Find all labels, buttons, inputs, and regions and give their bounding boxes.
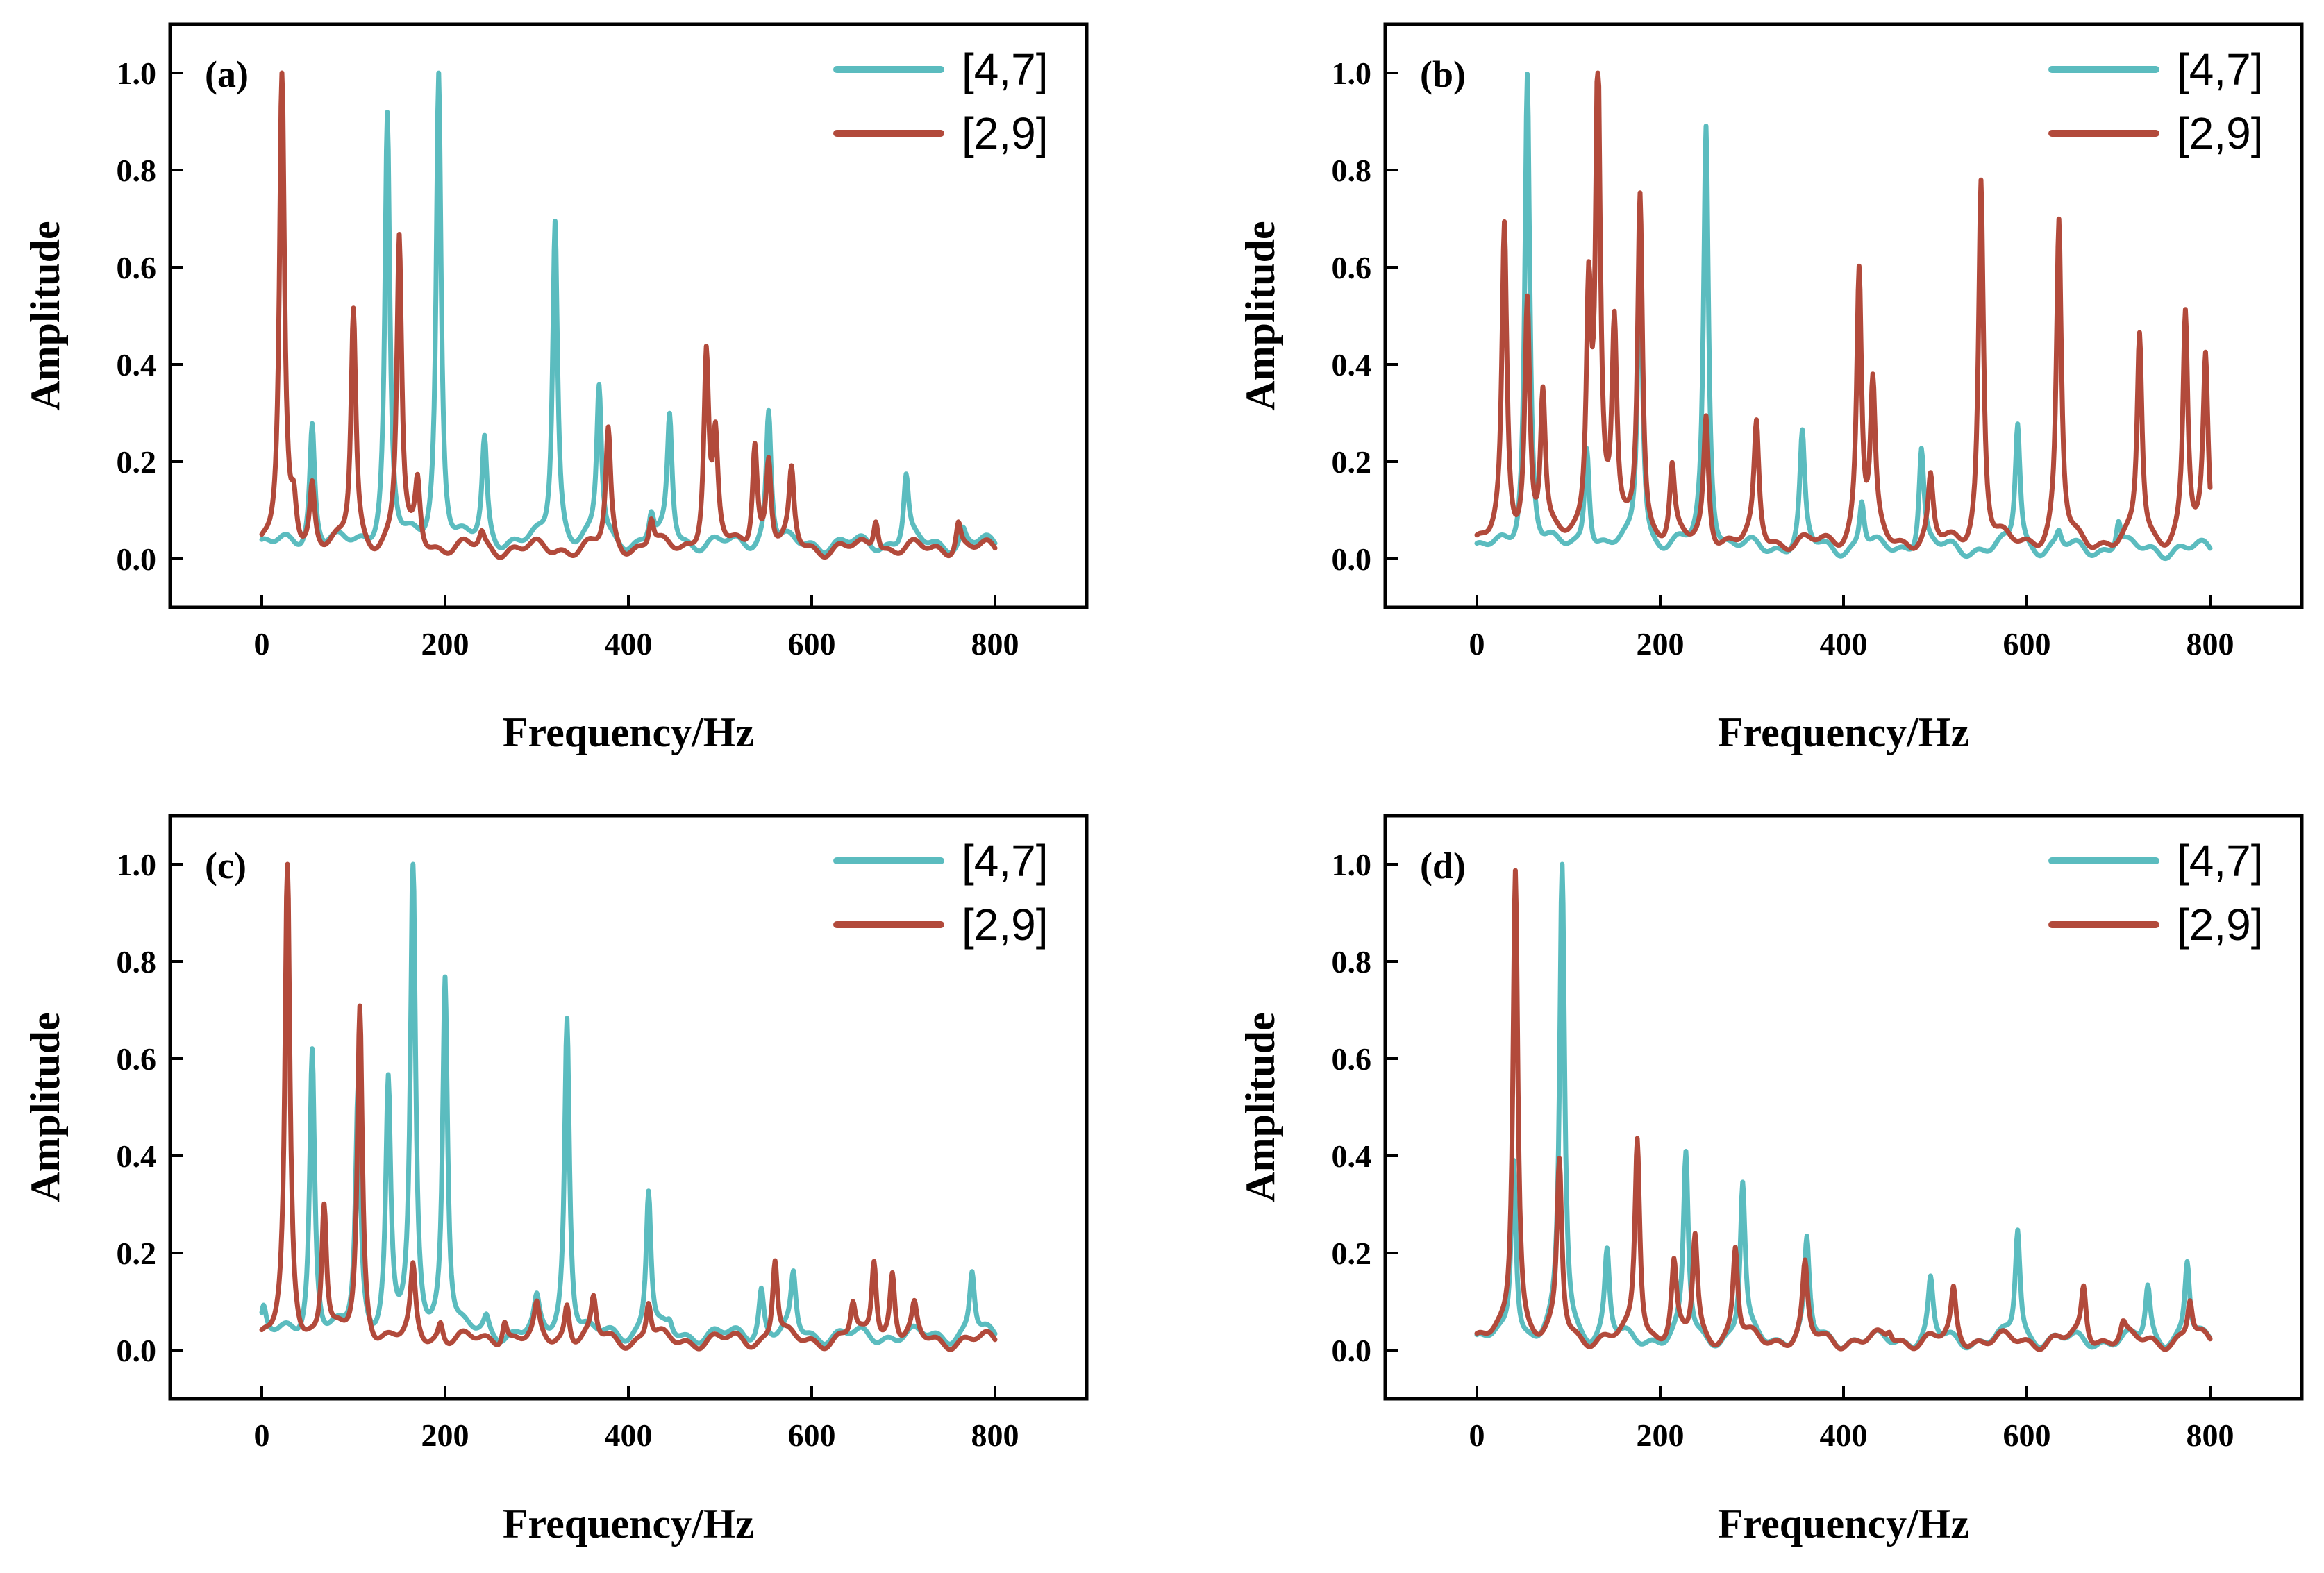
x-tick-label: 800 xyxy=(971,1418,1019,1453)
x-axis-title: Frequency/Hz xyxy=(1718,709,1969,755)
x-axis-title: Frequency/Hz xyxy=(503,709,754,755)
x-tick-label: 0 xyxy=(1469,626,1485,662)
series-line-red xyxy=(259,70,998,560)
x-tick-label: 400 xyxy=(605,626,653,662)
legend-label: [2,9] xyxy=(962,900,1048,950)
chart-panel: 0 200 400 600 800 0.0 0.2 0.4 0.6 0.8 1.0 Frequency… xyxy=(22,814,1089,1547)
x-tick-label: 600 xyxy=(788,1418,836,1453)
series-line-red xyxy=(1474,868,2213,1352)
y-tick-label: 0.2 xyxy=(1332,1236,1372,1271)
y-tick-label: 0.4 xyxy=(1332,347,1372,382)
y-axis-title: Amplitude xyxy=(1237,221,1283,410)
chart-panel: 0 200 400 600 800 0.0 0.2 0.4 0.6 0.8 1.0 Frequency… xyxy=(1237,22,2304,755)
y-tick-label: 1.0 xyxy=(117,56,157,91)
legend-label: [2,9] xyxy=(962,108,1048,158)
x-tick-label: 400 xyxy=(1820,1418,1868,1453)
x-axis-title: Frequency/Hz xyxy=(1718,1501,1969,1547)
x-tick-label: 0 xyxy=(254,1418,270,1453)
y-tick-label: 0.8 xyxy=(117,153,157,188)
y-tick-label: 0.8 xyxy=(117,944,157,979)
y-tick-label: 1.0 xyxy=(1332,56,1372,91)
legend-label: [4,7] xyxy=(2177,836,2264,886)
y-tick-label: 0.0 xyxy=(117,1333,157,1368)
y-tick-label: 0.0 xyxy=(117,541,157,577)
x-tick-label: 400 xyxy=(1820,626,1868,662)
y-tick-label: 0.0 xyxy=(1332,1333,1372,1368)
legend-label: [4,7] xyxy=(962,44,1048,94)
series-line-teal xyxy=(259,861,998,1347)
y-tick-label: 0.4 xyxy=(1332,1138,1372,1174)
y-tick-label: 0.4 xyxy=(117,347,157,382)
y-tick-label: 0.4 xyxy=(117,1138,157,1174)
y-axis-title: Amplitude xyxy=(1237,1012,1283,1202)
x-tick-label: 0 xyxy=(254,626,270,662)
y-tick-label: 0.6 xyxy=(1332,250,1372,285)
y-tick-label: 0.8 xyxy=(1332,153,1372,188)
axis-frame xyxy=(168,814,1089,1401)
panel-label: (a) xyxy=(205,53,249,95)
panel-label: (d) xyxy=(1420,845,1466,886)
x-tick-label: 600 xyxy=(2003,1418,2051,1453)
x-tick-label: 400 xyxy=(605,1418,653,1453)
x-tick-label: 800 xyxy=(2187,626,2234,662)
y-tick-label: 0.2 xyxy=(117,444,157,480)
y-axis-title: Amplitude xyxy=(22,221,68,410)
legend-label: [4,7] xyxy=(2177,44,2264,94)
y-tick-label: 0.6 xyxy=(117,250,157,285)
legend-label: [2,9] xyxy=(2177,108,2264,158)
y-tick-label: 0.6 xyxy=(117,1041,157,1077)
legend-label: [4,7] xyxy=(962,836,1048,886)
y-tick-label: 1.0 xyxy=(1332,847,1372,882)
panel-label: (b) xyxy=(1420,53,1466,95)
series-line-red xyxy=(259,861,998,1352)
series-line-teal xyxy=(1474,861,2213,1352)
y-tick-label: 1.0 xyxy=(117,847,157,882)
chart-panel: 0 200 400 600 800 0.0 0.2 0.4 0.6 0.8 1.0 Frequency… xyxy=(22,22,1089,755)
x-tick-label: 200 xyxy=(421,626,469,662)
y-tick-label: 0.8 xyxy=(1332,944,1372,979)
axis-frame xyxy=(1383,814,2304,1401)
y-tick-label: 0.2 xyxy=(1332,444,1372,480)
panel-label: (c) xyxy=(205,845,246,886)
y-tick-label: 0.6 xyxy=(1332,1041,1372,1077)
x-tick-label: 600 xyxy=(788,626,836,662)
series-line-red xyxy=(1474,70,2213,553)
x-tick-label: 800 xyxy=(971,626,1019,662)
chart-panel: 0 200 400 600 800 0.0 0.2 0.4 0.6 0.8 1.0 Frequency… xyxy=(1237,814,2304,1547)
series-line-teal xyxy=(259,70,998,556)
x-tick-label: 200 xyxy=(1637,1418,1685,1453)
legend-label: [2,9] xyxy=(2177,900,2264,950)
series-line-teal xyxy=(1474,72,2213,562)
y-tick-label: 0.2 xyxy=(117,1236,157,1271)
y-tick-label: 0.0 xyxy=(1332,541,1372,577)
y-axis-title: Amplitude xyxy=(22,1012,68,1202)
x-tick-label: 800 xyxy=(2187,1418,2234,1453)
x-tick-label: 200 xyxy=(421,1418,469,1453)
x-tick-label: 600 xyxy=(2003,626,2051,662)
x-tick-label: 0 xyxy=(1469,1418,1485,1453)
x-axis-title: Frequency/Hz xyxy=(503,1501,754,1547)
x-tick-label: 200 xyxy=(1637,626,1685,662)
